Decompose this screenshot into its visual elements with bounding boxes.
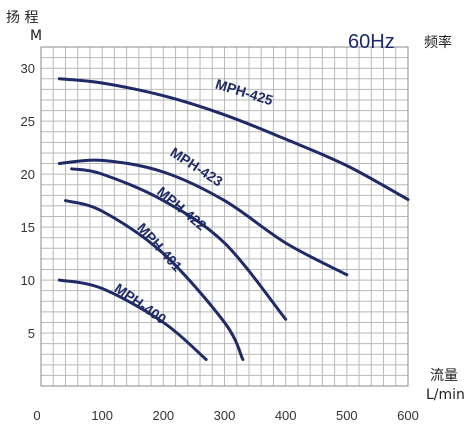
curve-mph-400 — [57, 278, 208, 362]
curve-mph-401 — [63, 199, 245, 362]
curve-mph-423 — [57, 158, 349, 277]
frequency-label: 60Hz — [348, 31, 395, 53]
series-label-mph-423: MPH-423 — [167, 144, 225, 190]
y-tick-label: 30 — [21, 61, 35, 76]
curve-mph-422 — [70, 167, 288, 321]
x-tick-label: 400 — [275, 408, 297, 423]
x-tick-label: 100 — [91, 408, 113, 423]
y-tick-label: 15 — [21, 220, 35, 235]
y-tick-label: 10 — [21, 273, 35, 288]
x-axis-unit: L/min — [426, 387, 465, 403]
x-tick-label: 0 — [33, 408, 40, 423]
curve-mph-425 — [57, 77, 410, 202]
frequency-cn-label: 频率 — [424, 34, 452, 51]
axis-ticks: 0 100 200 300 400 500 600 5 10 15 20 25 30 — [21, 61, 419, 423]
series-label-mph-425: MPH-425 — [214, 76, 275, 109]
x-tick-label: 300 — [214, 408, 236, 423]
y-axis-title: 扬 程 — [6, 10, 38, 26]
y-tick-label: 25 — [21, 114, 35, 129]
x-tick-label: 500 — [336, 408, 358, 423]
series-label-mph-400: MPH-400 — [112, 280, 170, 327]
plot-frame — [40, 46, 409, 387]
series-label-mph-401: MPH-401 — [134, 220, 186, 275]
y-tick-label: 5 — [28, 326, 35, 341]
y-axis-unit: M — [30, 28, 42, 44]
series-label-mph-422: MPH-422 — [154, 183, 210, 233]
grid — [41, 47, 408, 386]
x-axis-title: 流量 — [430, 368, 458, 384]
x-tick-label: 600 — [397, 408, 419, 423]
curves — [57, 77, 410, 362]
y-tick-label: 20 — [21, 167, 35, 182]
x-tick-label: 200 — [152, 408, 174, 423]
